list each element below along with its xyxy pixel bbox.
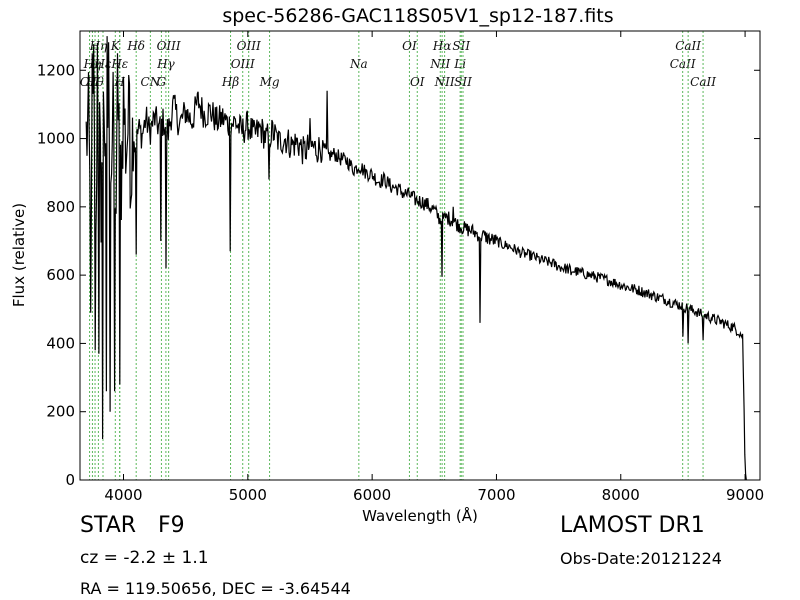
line-marker-label: CN bbox=[141, 75, 161, 89]
observation-date: Obs-Date:20121224 bbox=[560, 549, 722, 568]
survey-name: LAMOST DR1 bbox=[560, 513, 705, 538]
line-marker-label: CaII bbox=[670, 57, 696, 71]
line-marker-label: Hβ bbox=[221, 75, 239, 89]
line-marker-label: CaII bbox=[690, 75, 716, 89]
x-tick-label: 6000 bbox=[353, 486, 391, 504]
line-marker-label: Hε bbox=[110, 57, 128, 71]
object-class: STAR bbox=[80, 513, 137, 538]
axis-ticks: 4000 5000 6000 7000 8000 9000 0 200 400 600 800 100… bbox=[37, 31, 764, 504]
line-marker-label: SII bbox=[454, 75, 472, 89]
line-marker-label: Hδ bbox=[126, 39, 145, 53]
y-axis-label: Flux (relative) bbox=[10, 203, 28, 307]
y-tick-label: 200 bbox=[46, 403, 75, 421]
chart-title: spec-56286-GAC118S05V1_sp12-187.fits bbox=[222, 5, 613, 27]
y-tick-label: 1200 bbox=[37, 61, 75, 79]
x-tick-label: 9000 bbox=[726, 486, 764, 504]
line-marker-label: G bbox=[157, 75, 167, 89]
x-tick-label: 8000 bbox=[602, 486, 640, 504]
line-marker-label: Hα bbox=[432, 39, 452, 53]
line-marker-label: Hγ bbox=[156, 57, 175, 71]
line-marker-label: K bbox=[110, 39, 121, 53]
line-marker-label: Hη bbox=[89, 39, 108, 53]
y-tick-label: 1000 bbox=[37, 130, 75, 148]
y-tick-label: 800 bbox=[46, 198, 75, 216]
line-marker-label: OI bbox=[410, 75, 425, 89]
line-marker-label: Mg bbox=[259, 75, 280, 89]
y-tick-label: 400 bbox=[46, 334, 75, 352]
line-marker-label: CaII bbox=[675, 39, 701, 53]
plot-frame bbox=[79, 30, 761, 481]
y-tick-label: 0 bbox=[65, 471, 75, 489]
line-marker-label: OI bbox=[402, 39, 417, 53]
spectrum-line bbox=[85, 36, 747, 481]
line-marker-label: NII bbox=[434, 75, 455, 89]
y-tick-label: 600 bbox=[46, 266, 75, 284]
line-marker-label: OIII bbox=[157, 39, 181, 53]
x-tick-label: 4000 bbox=[104, 486, 142, 504]
x-axis-label: Wavelength (Å) bbox=[362, 506, 478, 525]
x-tick-label: 5000 bbox=[229, 486, 267, 504]
redshift-cz: cz = -2.2 ± 1.1 bbox=[80, 548, 209, 568]
line-marker-label: NII bbox=[429, 57, 450, 71]
line-marker-label: Li bbox=[453, 57, 466, 71]
line-marker-label: Hθ bbox=[85, 75, 104, 89]
object-subclass: F9 bbox=[158, 513, 185, 538]
line-marker-label: H bbox=[113, 75, 125, 89]
line-marker-label: OIII bbox=[237, 39, 261, 53]
line-marker-label: OIII bbox=[231, 57, 255, 71]
line-marker-label: Na bbox=[349, 57, 368, 71]
ra-dec-coordinates: RA = 119.50656, DEC = -3.64544 bbox=[80, 579, 351, 598]
line-marker-label: SII bbox=[452, 39, 470, 53]
x-tick-label: 7000 bbox=[477, 486, 515, 504]
